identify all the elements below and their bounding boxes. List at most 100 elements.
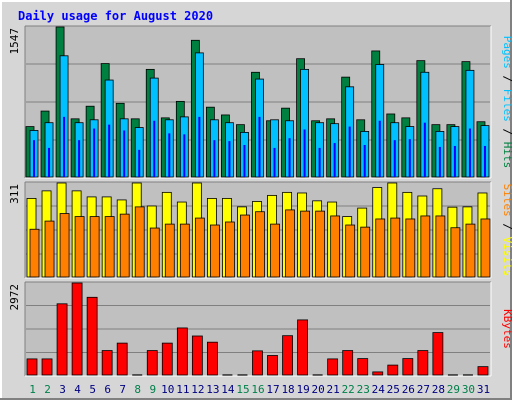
kbytes-bar bbox=[267, 355, 278, 376]
kbytes-bar bbox=[387, 364, 399, 376]
kbytes-bar bbox=[417, 350, 429, 376]
pages-bar bbox=[273, 147, 276, 177]
day-label: 15 bbox=[236, 383, 249, 396]
day-label: 26 bbox=[402, 383, 415, 396]
sites-bar bbox=[345, 224, 356, 278]
sites-bar bbox=[240, 214, 250, 278]
day-label: 13 bbox=[206, 383, 219, 396]
legend-separator: / bbox=[501, 69, 512, 89]
kbytes-bar bbox=[327, 358, 339, 376]
kbytes-bar bbox=[206, 341, 218, 376]
legend-entry: Visits bbox=[501, 237, 512, 277]
pages-bar bbox=[483, 145, 486, 177]
legend-separator: / bbox=[501, 217, 512, 237]
visits-sites-panel: 311 Sites / Visits bbox=[8, 181, 512, 279]
day-label: 21 bbox=[327, 383, 340, 396]
pages-bar bbox=[183, 134, 186, 177]
sites-bar bbox=[390, 217, 401, 278]
sites-bar bbox=[465, 223, 476, 278]
sites-bar bbox=[59, 213, 70, 278]
pages-bar bbox=[438, 146, 441, 177]
pages-bar bbox=[78, 140, 81, 177]
legend-entry: Files bbox=[501, 89, 512, 122]
sites-bar bbox=[315, 210, 326, 278]
sites-bar bbox=[74, 216, 85, 278]
legend-separator: / bbox=[501, 122, 512, 142]
pages-bar bbox=[333, 143, 336, 177]
sites-bar bbox=[285, 209, 295, 278]
pages-bar bbox=[48, 147, 51, 177]
pages-bar bbox=[63, 116, 66, 177]
kbytes-bar bbox=[432, 332, 444, 376]
pages-bar bbox=[453, 145, 456, 177]
day-label: 22 bbox=[342, 383, 355, 396]
day-label: 19 bbox=[296, 383, 309, 396]
pages-bar bbox=[153, 120, 156, 177]
pages-bar bbox=[228, 141, 231, 177]
kbytes-bar bbox=[191, 335, 203, 376]
day-label: 4 bbox=[74, 383, 81, 396]
day-label: 18 bbox=[281, 383, 294, 396]
pages-bar bbox=[93, 128, 96, 177]
pages-bar bbox=[348, 126, 351, 177]
day-label: 28 bbox=[432, 383, 445, 396]
pages-bar bbox=[243, 145, 246, 177]
sites-bar bbox=[209, 224, 220, 278]
sites-bar bbox=[330, 215, 341, 278]
day-label: 6 bbox=[104, 383, 111, 396]
pages-bar bbox=[378, 120, 381, 177]
day-label: 1 bbox=[29, 383, 36, 396]
day-label: 25 bbox=[387, 383, 400, 396]
kbytes-bar bbox=[86, 296, 98, 376]
hits-ymax-label: 1547 bbox=[8, 28, 21, 55]
day-label: 17 bbox=[266, 383, 279, 396]
kbytes-bar bbox=[342, 350, 354, 376]
sites-bar bbox=[134, 206, 145, 278]
kbytes-bar bbox=[477, 366, 489, 376]
kbytes-bar bbox=[71, 282, 83, 376]
day-label: 24 bbox=[372, 383, 386, 396]
kbytes-bar bbox=[357, 358, 369, 376]
legend-entry: Pages bbox=[501, 36, 512, 69]
sites-bar bbox=[375, 218, 386, 278]
day-label: 20 bbox=[312, 383, 325, 396]
day-label: 9 bbox=[149, 383, 156, 396]
sites-bar bbox=[119, 213, 130, 278]
day-label: 7 bbox=[119, 383, 126, 396]
day-label: 3 bbox=[59, 383, 66, 396]
kbytes-bar bbox=[372, 371, 384, 376]
legend-entry: Hits bbox=[501, 142, 512, 169]
sites-bar bbox=[270, 223, 280, 278]
sites-bar bbox=[44, 220, 55, 278]
sites-bar bbox=[360, 226, 371, 278]
pages-bar bbox=[213, 140, 216, 177]
day-label: 23 bbox=[357, 383, 370, 396]
pages-bar bbox=[108, 124, 111, 177]
day-label: 16 bbox=[251, 383, 264, 396]
pages-bar bbox=[423, 122, 426, 177]
pages-bar bbox=[303, 129, 306, 177]
x-axis-day-labels: 1 2 3 4 5 6 7 8 9 10 11 12 13 14 15 16 17 18 19 20 21 22 23 24 2… bbox=[29, 383, 490, 396]
pages-bar bbox=[393, 140, 396, 177]
kbytes-bar bbox=[252, 350, 263, 376]
day-label: 31 bbox=[477, 383, 490, 396]
sites-bar bbox=[149, 227, 160, 278]
day-label: 5 bbox=[89, 383, 96, 396]
sites-bar bbox=[89, 216, 100, 278]
sites-bar bbox=[29, 228, 40, 278]
sites-bar bbox=[255, 211, 265, 278]
kbytes-bar bbox=[146, 350, 158, 376]
pages-bar bbox=[408, 139, 411, 177]
sites-bar bbox=[480, 218, 491, 278]
legend-entry: Sites bbox=[501, 184, 512, 217]
day-label: 30 bbox=[462, 383, 475, 396]
day-label: 29 bbox=[447, 383, 460, 396]
sites-bar bbox=[300, 210, 310, 278]
visits-ymax-label: 311 bbox=[8, 184, 21, 204]
kbytes-bar bbox=[176, 327, 188, 376]
pages-bar bbox=[168, 133, 171, 177]
day-label: 12 bbox=[191, 383, 204, 396]
kbytes-bar bbox=[26, 358, 38, 376]
pages-bar bbox=[123, 130, 126, 177]
